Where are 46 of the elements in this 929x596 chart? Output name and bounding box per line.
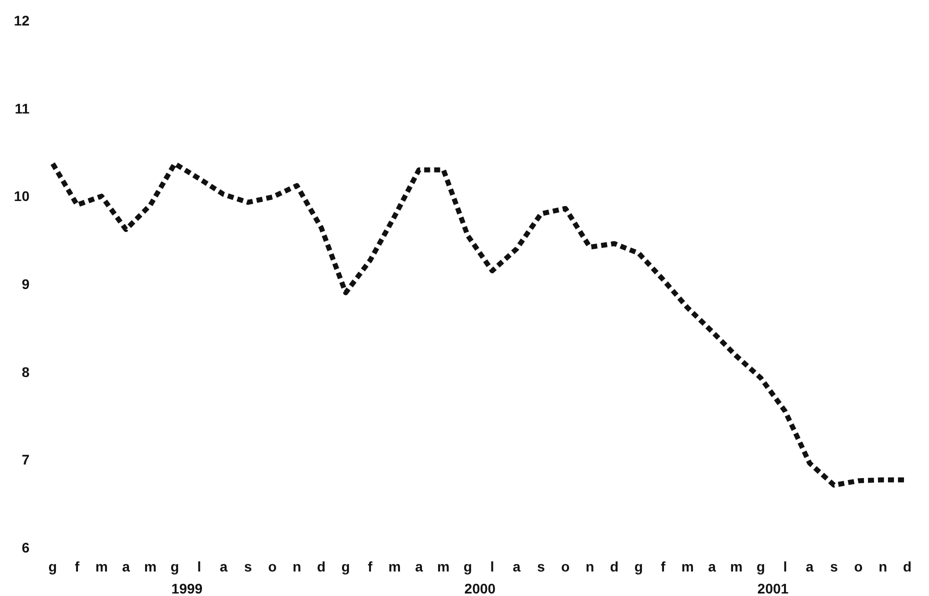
x-tick-label: l [490, 558, 494, 574]
x-tick-label: a [708, 558, 716, 574]
x-tick-label: n [586, 558, 594, 574]
x-tick-label: g [756, 558, 766, 574]
x-tick-label: n [292, 558, 302, 574]
x-tick-label: a [415, 558, 424, 574]
x-tick-label: m [681, 558, 694, 574]
x-tick-label: s [244, 558, 252, 574]
x-tick-label: f [660, 558, 666, 574]
x-tick-label: f [74, 558, 80, 574]
x-tick-label: f [368, 558, 373, 574]
x-tick-label: a [512, 558, 521, 574]
x-tick-label: d [903, 558, 912, 574]
x-tick-label: m [95, 558, 108, 574]
x-tick-label: m [144, 558, 157, 574]
y-tick-label: 10 [14, 188, 30, 204]
x-tick-label: g [48, 558, 57, 574]
y-tick-label: 6 [22, 540, 30, 556]
x-tick-label: o [854, 558, 863, 574]
x-tick-label: o [268, 558, 277, 574]
x-tick-label: m [437, 558, 450, 574]
text: 1999 [171, 580, 203, 596]
x-tick-label: l [197, 558, 202, 574]
text: 2001 [757, 580, 789, 596]
x-tick-label: g [341, 558, 350, 574]
x-tick-label: d [610, 558, 619, 574]
y-tick-label: 9 [22, 276, 30, 292]
x-tick-label: m [730, 558, 743, 574]
x-tick-label: g [170, 558, 180, 574]
y-tick-label: 8 [22, 364, 30, 380]
y-tick-label: 12 [14, 12, 30, 28]
x-tick-label: l [783, 558, 788, 574]
x-tick-label: d [317, 558, 326, 574]
text: 2000 [464, 580, 496, 596]
x-tick-label: g [464, 558, 472, 574]
x-tick-label: m [388, 558, 401, 574]
y-tick-label: 11 [14, 100, 30, 116]
x-tick-label: s [830, 558, 838, 574]
x-tick-label: a [220, 558, 228, 574]
y-tick-label: 7 [22, 452, 30, 468]
x-tick-label: a [122, 558, 130, 574]
x-tick-label: o [561, 558, 570, 574]
x-tick-label: n [878, 558, 888, 574]
x-tick-label: g [634, 558, 643, 574]
x-tick-label: a [806, 558, 814, 574]
x-tick-label: s [537, 558, 546, 574]
